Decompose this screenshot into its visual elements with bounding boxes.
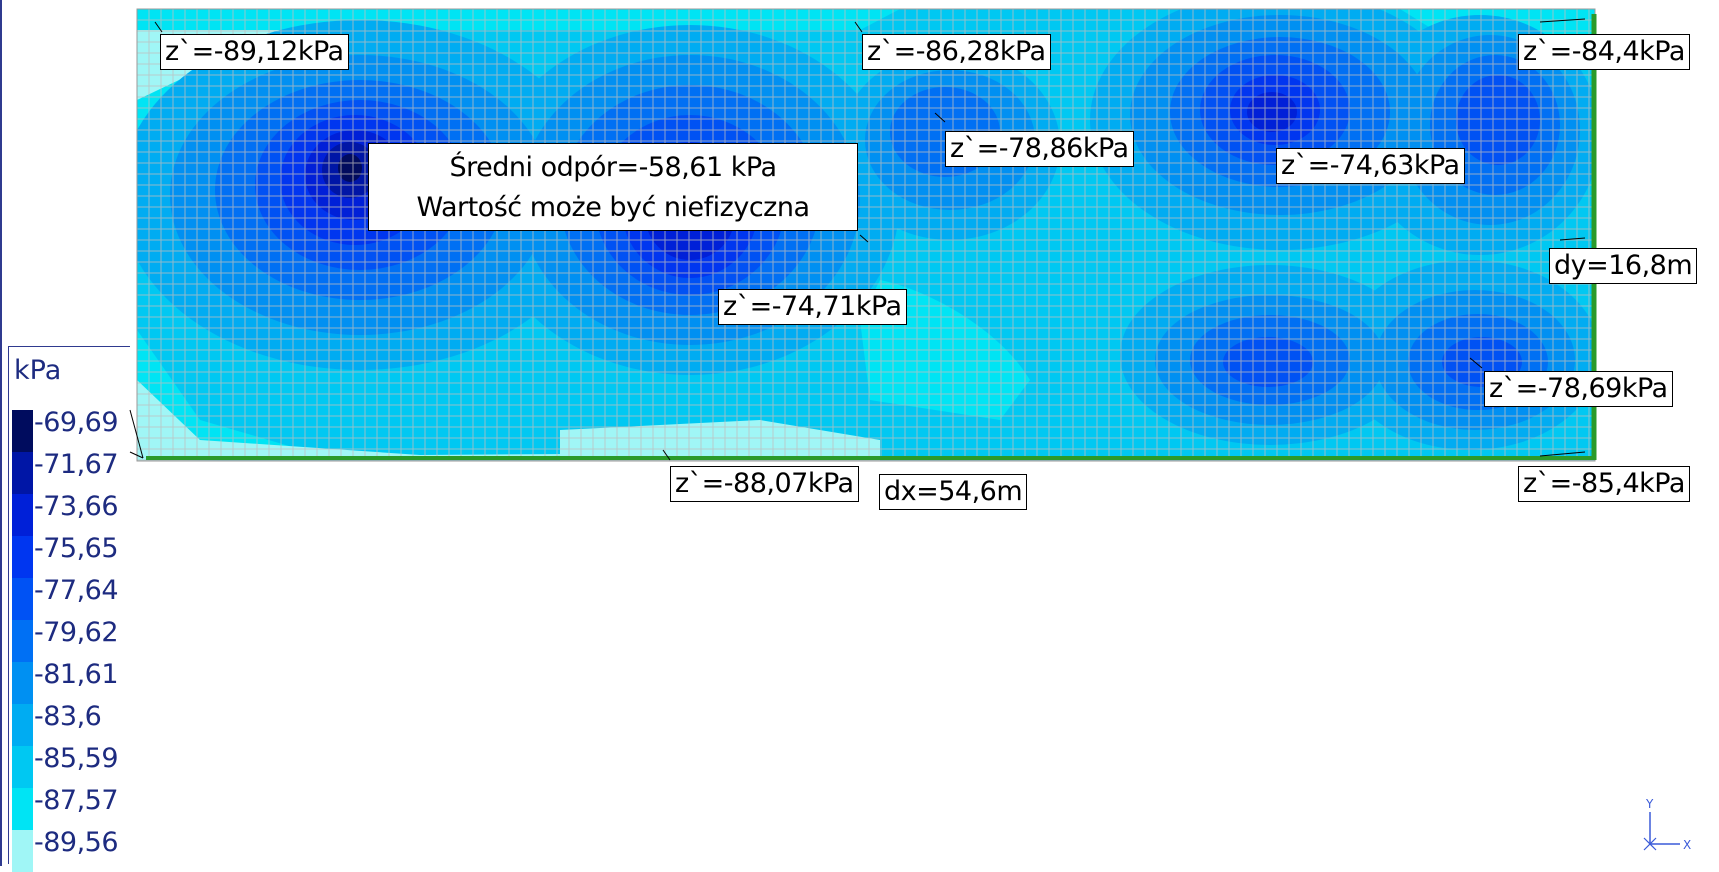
- legend-value: -89,56: [34, 827, 119, 858]
- legend-swatch: [12, 620, 33, 662]
- value-label-peak-4: z`=-78,69kPa: [1484, 371, 1673, 407]
- value-label-bottom-left: z`=-88,07kPa: [670, 466, 859, 502]
- value-label-peak-1: z`=-78,86kPa: [945, 131, 1134, 167]
- dimension-dy-label: dy=16,8m: [1549, 248, 1698, 284]
- legend-swatch: [12, 578, 33, 620]
- view-frame-left-edge: [0, 0, 2, 866]
- legend-unit: kPa: [14, 355, 62, 386]
- legend-swatch: [12, 494, 33, 536]
- legend-value: -73,66: [34, 491, 119, 522]
- legend-frame: [8, 346, 130, 864]
- value-label-peak-2: z`=-74,63kPa: [1276, 148, 1465, 184]
- legend-value: -85,59: [34, 743, 119, 774]
- dimension-dx-label: dx=54,6m: [879, 474, 1028, 510]
- value-label-top-left: z`=-89,12kPa: [160, 34, 349, 70]
- legend-value: -87,57: [34, 785, 119, 816]
- label-leaders: [129, 18, 1586, 461]
- legend-value: -79,62: [34, 617, 119, 648]
- legend-swatch: [12, 746, 33, 788]
- legend-value: -75,65: [34, 533, 119, 564]
- average-reaction-box: Średni odpór=-58,61 kPa Wartość może być…: [368, 143, 858, 231]
- legend-value: -83,6: [34, 701, 102, 732]
- legend-swatch: [12, 788, 33, 830]
- axis-triad: Y X: [1643, 797, 1691, 852]
- value-label-bottom-right: z`=-85,4kPa: [1518, 466, 1690, 502]
- legend-swatch: [12, 536, 33, 578]
- average-reaction-value: Średni odpór=-58,61 kPa: [449, 152, 777, 183]
- legend-swatch: [12, 704, 33, 746]
- x-axis-label: X: [1683, 838, 1691, 852]
- y-axis-label: Y: [1645, 797, 1654, 811]
- legend-value: -77,64: [34, 575, 119, 606]
- legend-value: -71,67: [34, 449, 119, 480]
- value-label-top-right: z`=-84,4kPa: [1518, 34, 1690, 70]
- legend-value: -81,61: [34, 659, 119, 690]
- legend-swatch: [12, 830, 33, 872]
- legend-swatch: [12, 452, 33, 494]
- average-reaction-warning: Wartość może być niefizyczna: [416, 192, 810, 223]
- value-label-top-middle: z`=-86,28kPa: [862, 34, 1051, 70]
- legend-value: -69,69: [34, 407, 119, 438]
- value-label-peak-3: z`=-74,71kPa: [718, 289, 907, 325]
- fe-mesh-grid: [137, 9, 1595, 461]
- legend-swatch: [12, 662, 33, 704]
- legend-swatch: [12, 410, 33, 452]
